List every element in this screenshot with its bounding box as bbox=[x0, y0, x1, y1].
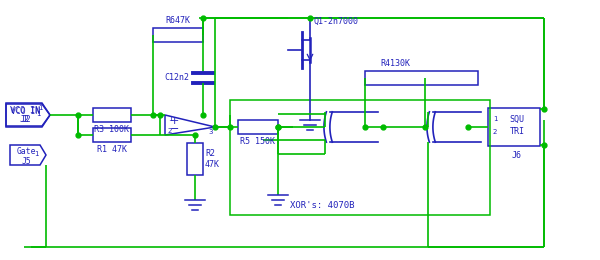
Bar bbox=[153, 28, 203, 42]
Text: VCO IN: VCO IN bbox=[10, 106, 40, 115]
Text: 1: 1 bbox=[168, 116, 173, 122]
Text: J6: J6 bbox=[512, 151, 522, 160]
Text: R5 150K: R5 150K bbox=[241, 137, 275, 146]
Bar bbox=[488, 108, 540, 146]
Text: J2: J2 bbox=[21, 115, 31, 125]
Text: J2: J2 bbox=[20, 115, 30, 124]
Text: XOR's: 4070B: XOR's: 4070B bbox=[290, 201, 355, 210]
Text: R1 47K: R1 47K bbox=[97, 145, 127, 154]
Text: 2: 2 bbox=[493, 129, 497, 135]
Text: C12n2: C12n2 bbox=[164, 74, 189, 82]
Bar bbox=[93, 108, 131, 122]
Text: VCO IN: VCO IN bbox=[11, 107, 41, 115]
Text: R3 100K: R3 100K bbox=[95, 125, 130, 134]
Text: Gate: Gate bbox=[16, 147, 36, 157]
Text: R4130K: R4130K bbox=[380, 59, 410, 68]
Text: 3: 3 bbox=[209, 129, 213, 135]
Text: 1: 1 bbox=[493, 116, 497, 122]
Text: 1: 1 bbox=[38, 105, 42, 111]
Text: Q1-2n7000: Q1-2n7000 bbox=[314, 17, 359, 26]
Text: J5: J5 bbox=[21, 157, 31, 166]
Bar bbox=[230, 100, 490, 215]
Text: TRI: TRI bbox=[509, 127, 524, 136]
Text: 2: 2 bbox=[168, 128, 172, 134]
Text: 1: 1 bbox=[36, 111, 40, 117]
Text: −: − bbox=[170, 124, 179, 134]
Bar bbox=[93, 128, 131, 142]
Bar bbox=[187, 143, 203, 175]
Text: +: + bbox=[170, 116, 179, 126]
Bar bbox=[238, 120, 278, 134]
Text: R2
47K: R2 47K bbox=[205, 149, 220, 169]
Text: R647K: R647K bbox=[166, 16, 191, 25]
Text: SQU: SQU bbox=[509, 114, 524, 124]
Bar bbox=[365, 71, 478, 85]
Text: 1: 1 bbox=[34, 151, 38, 157]
